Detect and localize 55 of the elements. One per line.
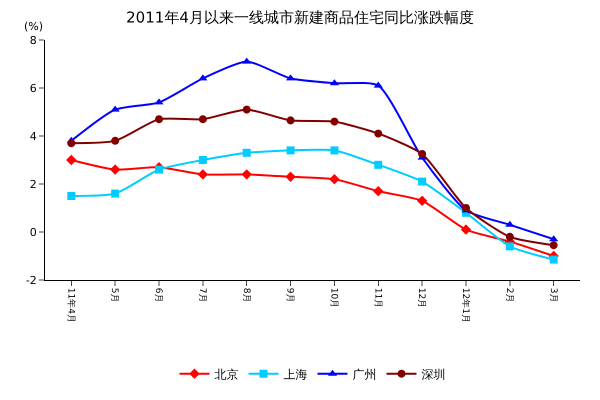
point (155, 166, 164, 174)
x-tick-label: 8月 (240, 288, 251, 303)
y-tick-label: 2 (30, 178, 37, 191)
point (110, 164, 120, 175)
x-tick-label: 10月 (328, 288, 339, 308)
point (198, 156, 207, 164)
chart-title: 2011年4月以来一线城市新建商品住宅同比涨跌幅度 (126, 8, 474, 26)
point (198, 169, 208, 180)
point (418, 178, 426, 186)
point (111, 190, 120, 198)
point (506, 232, 514, 241)
y-tick-label: 8 (30, 34, 37, 47)
y-tick-label: 6 (30, 82, 37, 95)
point (242, 106, 251, 114)
y-tick-label: 4 (30, 130, 37, 143)
point (67, 139, 76, 148)
point (66, 154, 77, 166)
x-tick-label: 12年1月 (460, 288, 472, 323)
x-tick-label: 11月 (372, 288, 382, 308)
point (198, 115, 207, 124)
x-tick-label: 3月 (548, 288, 558, 303)
point (111, 136, 120, 145)
point (286, 116, 295, 124)
x-tick-label: 11年4月 (65, 288, 76, 323)
x-tick-label: 12月 (416, 288, 426, 308)
point (285, 172, 296, 182)
point (374, 130, 382, 138)
point (67, 192, 76, 200)
point (373, 186, 384, 196)
legend-label: 深圳 (422, 367, 446, 382)
legend-label: 广州 (352, 367, 376, 382)
point (418, 150, 426, 158)
point (330, 118, 338, 126)
x-tick-label: 9月 (284, 288, 295, 303)
point (286, 146, 295, 154)
x-tick-label: 7月 (196, 288, 207, 303)
point (550, 256, 558, 264)
point (506, 242, 514, 250)
x-tick-label: 5月 (109, 288, 120, 303)
point (416, 196, 428, 206)
x-tick-label: 2月 (504, 288, 514, 303)
point (242, 148, 251, 157)
y-axis-title: (%) (24, 20, 44, 33)
point (329, 174, 340, 184)
point (460, 224, 472, 235)
point (374, 160, 382, 169)
legend-label: 北京 (214, 367, 238, 382)
legend-label: 上海 (284, 367, 308, 382)
point (242, 169, 252, 180)
y-tick-label: -2 (26, 274, 37, 287)
point (550, 241, 558, 250)
point (330, 146, 338, 154)
point (155, 115, 164, 124)
x-tick-label: 6月 (153, 288, 164, 303)
y-tick-label: 0 (30, 226, 37, 239)
